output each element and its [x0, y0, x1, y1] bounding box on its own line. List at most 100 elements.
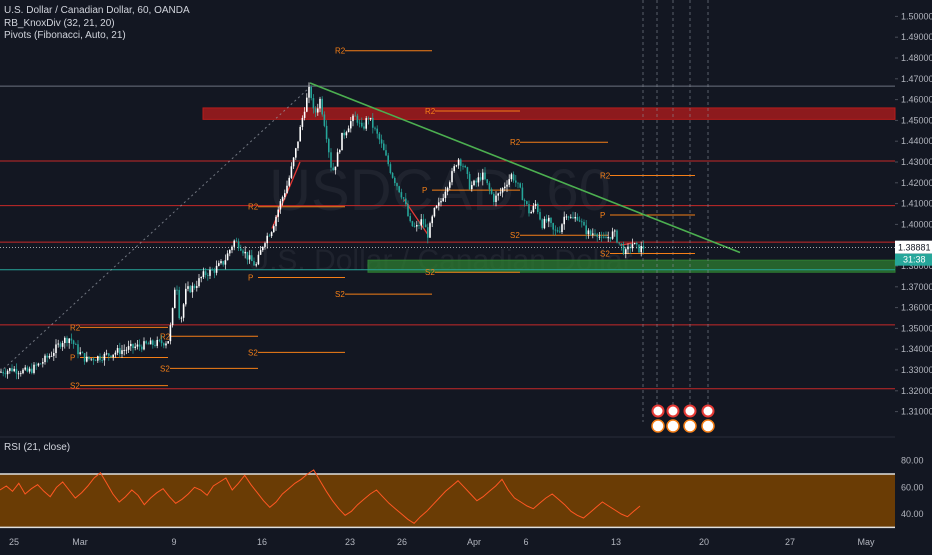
candle-body-232[interactable]	[510, 174, 513, 180]
candle-body-119[interactable]	[262, 246, 264, 251]
candle-body-110[interactable]	[242, 250, 244, 254]
candle-body-279[interactable]	[614, 230, 616, 232]
candle-body-178[interactable]	[391, 172, 394, 178]
candle-body-23[interactable]	[50, 355, 53, 357]
candle-body-40[interactable]	[88, 356, 90, 360]
candle-body-150[interactable]	[330, 152, 332, 168]
candle-body-21[interactable]	[46, 355, 48, 358]
rsi-line[interactable]	[0, 469, 641, 524]
candle-body-67[interactable]	[147, 343, 150, 345]
candle-body-118[interactable]	[259, 250, 262, 255]
candle-body-254[interactable]	[559, 231, 561, 233]
candle-body-76[interactable]	[167, 341, 169, 344]
candle-body-216[interactable]	[475, 180, 477, 183]
candle-body-36[interactable]	[79, 352, 81, 355]
candle-body-256[interactable]	[563, 216, 565, 225]
trendline-0[interactable]	[309, 82, 741, 254]
candle-body-49[interactable]	[108, 353, 110, 356]
candle-body-117[interactable]	[257, 254, 260, 265]
candle-body-212[interactable]	[466, 167, 469, 175]
candle-body-48[interactable]	[105, 353, 108, 355]
candle-body-78[interactable]	[171, 308, 174, 326]
candle-body-179[interactable]	[394, 177, 396, 184]
candle-body-185[interactable]	[407, 204, 409, 217]
candle-body-38[interactable]	[83, 353, 86, 362]
candle-body-282[interactable]	[620, 243, 623, 246]
candle-body-81[interactable]	[178, 289, 180, 319]
candle-body-57[interactable]	[125, 349, 128, 351]
candle-body-27[interactable]	[59, 343, 62, 347]
candle-body-171[interactable]	[376, 128, 378, 134]
candle-body-196[interactable]	[431, 216, 433, 224]
candle-body-211[interactable]	[464, 165, 466, 168]
dotted-channel-line[interactable]	[0, 86, 311, 373]
candle-body-50[interactable]	[110, 355, 112, 358]
candle-body-141[interactable]	[310, 87, 312, 99]
candle-body-182[interactable]	[400, 192, 403, 198]
candle-body-94[interactable]	[207, 275, 209, 276]
candle-body-238[interactable]	[523, 200, 526, 202]
candle-body-166[interactable]	[365, 118, 367, 129]
candle-body-97[interactable]	[213, 269, 216, 273]
candle-body-123[interactable]	[270, 232, 273, 237]
candle-body-170[interactable]	[374, 127, 376, 129]
candle-body-86[interactable]	[189, 286, 191, 293]
candle-body-217[interactable]	[477, 177, 480, 183]
candle-body-175[interactable]	[385, 150, 387, 156]
candle-body-146[interactable]	[321, 98, 323, 115]
last-price-tag[interactable]	[895, 240, 932, 254]
candle-body-73[interactable]	[160, 340, 163, 344]
candle-body-218[interactable]	[479, 177, 482, 180]
candle-body-204[interactable]	[449, 182, 451, 188]
candle-body-208[interactable]	[457, 159, 460, 166]
candle-body-124[interactable]	[273, 226, 275, 233]
candle-body-132[interactable]	[290, 166, 293, 178]
candle-body-111[interactable]	[244, 251, 246, 254]
candle-body-275[interactable]	[605, 237, 607, 239]
candle-body-229[interactable]	[504, 186, 506, 189]
candle-body-174[interactable]	[383, 143, 385, 151]
calendar-event-icon-1[interactable]	[666, 419, 680, 433]
calendar-event-icon-2[interactable]	[683, 419, 697, 433]
candle-body-41[interactable]	[90, 358, 92, 360]
candle-body-22[interactable]	[48, 356, 51, 358]
candle-body-75[interactable]	[165, 343, 167, 346]
candle-body-26[interactable]	[57, 343, 59, 345]
candle-body-262[interactable]	[576, 216, 579, 221]
candle-body-54[interactable]	[119, 348, 121, 354]
candle-body-143[interactable]	[314, 108, 317, 113]
candle-body-290[interactable]	[638, 244, 640, 253]
candle-body-192[interactable]	[422, 219, 425, 225]
candle-body-137[interactable]	[301, 117, 304, 127]
candle-body-242[interactable]	[532, 205, 535, 213]
candle-body-121[interactable]	[266, 235, 268, 244]
candle-body-243[interactable]	[534, 203, 537, 206]
candle-body-277[interactable]	[609, 237, 612, 239]
candle-body-60[interactable]	[132, 343, 134, 349]
candle-body-156[interactable]	[343, 132, 345, 136]
candle-body-56[interactable]	[123, 350, 125, 351]
candle-body-210[interactable]	[462, 165, 464, 167]
candle-body-271[interactable]	[596, 234, 598, 237]
candle-body-189[interactable]	[416, 225, 418, 227]
candle-body-261[interactable]	[574, 216, 576, 219]
candle-body-289[interactable]	[636, 242, 638, 245]
candle-body-272[interactable]	[598, 236, 601, 238]
candle-body-8[interactable]	[17, 373, 20, 375]
candle-body-115[interactable]	[253, 261, 255, 266]
candle-body-136[interactable]	[299, 126, 301, 142]
candle-body-102[interactable]	[224, 260, 227, 265]
candle-body-2[interactable]	[4, 373, 7, 375]
candle-body-16[interactable]	[35, 364, 37, 366]
candle-body-125[interactable]	[275, 216, 277, 227]
candle-body-114[interactable]	[251, 255, 253, 262]
candle-body-72[interactable]	[158, 339, 161, 341]
candle-body-103[interactable]	[226, 253, 229, 261]
candle-body-24[interactable]	[53, 353, 55, 356]
candle-body-162[interactable]	[356, 115, 359, 123]
candle-body-148[interactable]	[325, 125, 328, 140]
candle-body-65[interactable]	[143, 341, 145, 350]
candle-body-4[interactable]	[9, 368, 11, 371]
candle-body-134[interactable]	[295, 148, 297, 158]
